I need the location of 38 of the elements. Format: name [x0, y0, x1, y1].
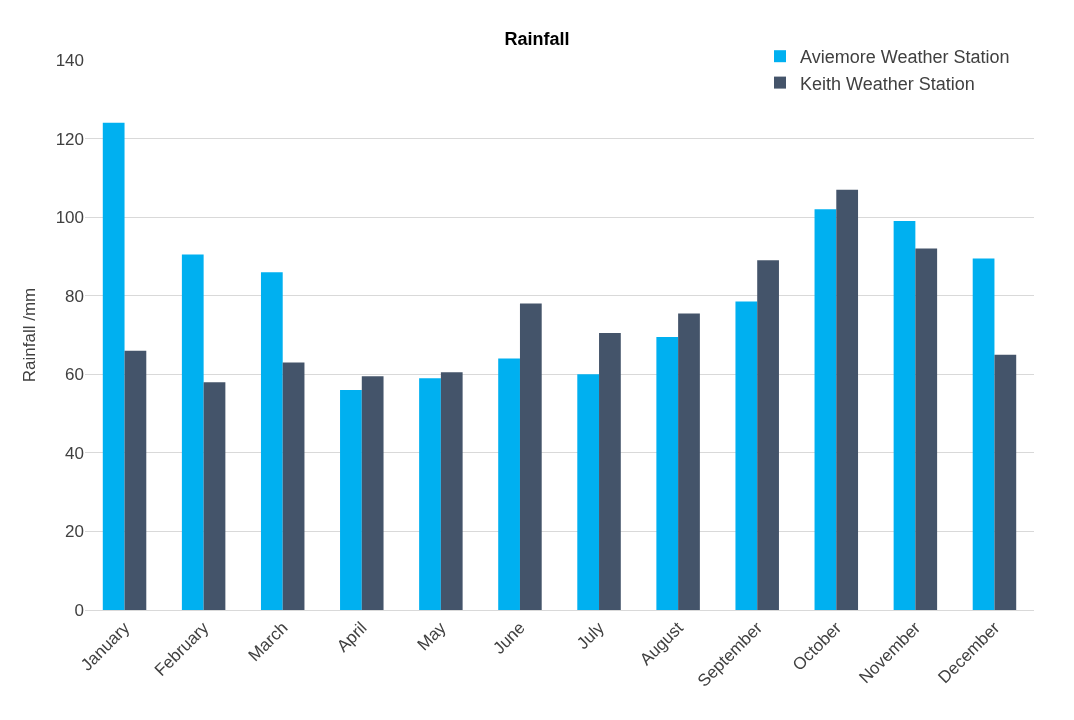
bar — [656, 336, 679, 610]
bar — [498, 358, 520, 610]
x-tick-label: May — [413, 617, 451, 655]
bar — [361, 376, 384, 610]
bar — [440, 372, 463, 610]
bar — [599, 333, 621, 610]
y-tick-label: 40 — [65, 443, 84, 463]
bar — [915, 248, 938, 610]
bar — [757, 260, 779, 610]
bar — [836, 189, 859, 610]
bar — [994, 354, 1017, 610]
legend-label: Keith Weather Station — [800, 73, 975, 94]
x-tick-label: July — [573, 617, 609, 654]
y-tick-label: 80 — [65, 286, 84, 306]
bar — [519, 303, 542, 610]
bar — [577, 374, 600, 610]
bar — [260, 272, 283, 610]
legend-label: Aviemore Weather Station — [800, 47, 1010, 68]
bar — [124, 350, 147, 610]
y-tick-label: 120 — [55, 129, 84, 149]
y-tick-label: 0 — [74, 600, 84, 620]
y-tick-label: 20 — [65, 522, 84, 542]
bar — [972, 258, 995, 610]
bar — [340, 390, 362, 610]
bar — [419, 378, 441, 610]
y-tick-label: 60 — [65, 365, 84, 385]
bar — [203, 382, 226, 610]
bar — [893, 221, 916, 610]
bar — [282, 362, 305, 610]
bar — [814, 209, 837, 610]
chart-title: Rainfall — [504, 29, 570, 49]
bar — [735, 301, 758, 610]
bar — [678, 313, 700, 610]
bar — [181, 254, 204, 610]
y-tick-label: 100 — [55, 208, 84, 228]
y-tick-label: 140 — [55, 50, 84, 70]
y-axis-title: Rainfall /mm — [20, 287, 40, 383]
bar — [102, 122, 125, 610]
